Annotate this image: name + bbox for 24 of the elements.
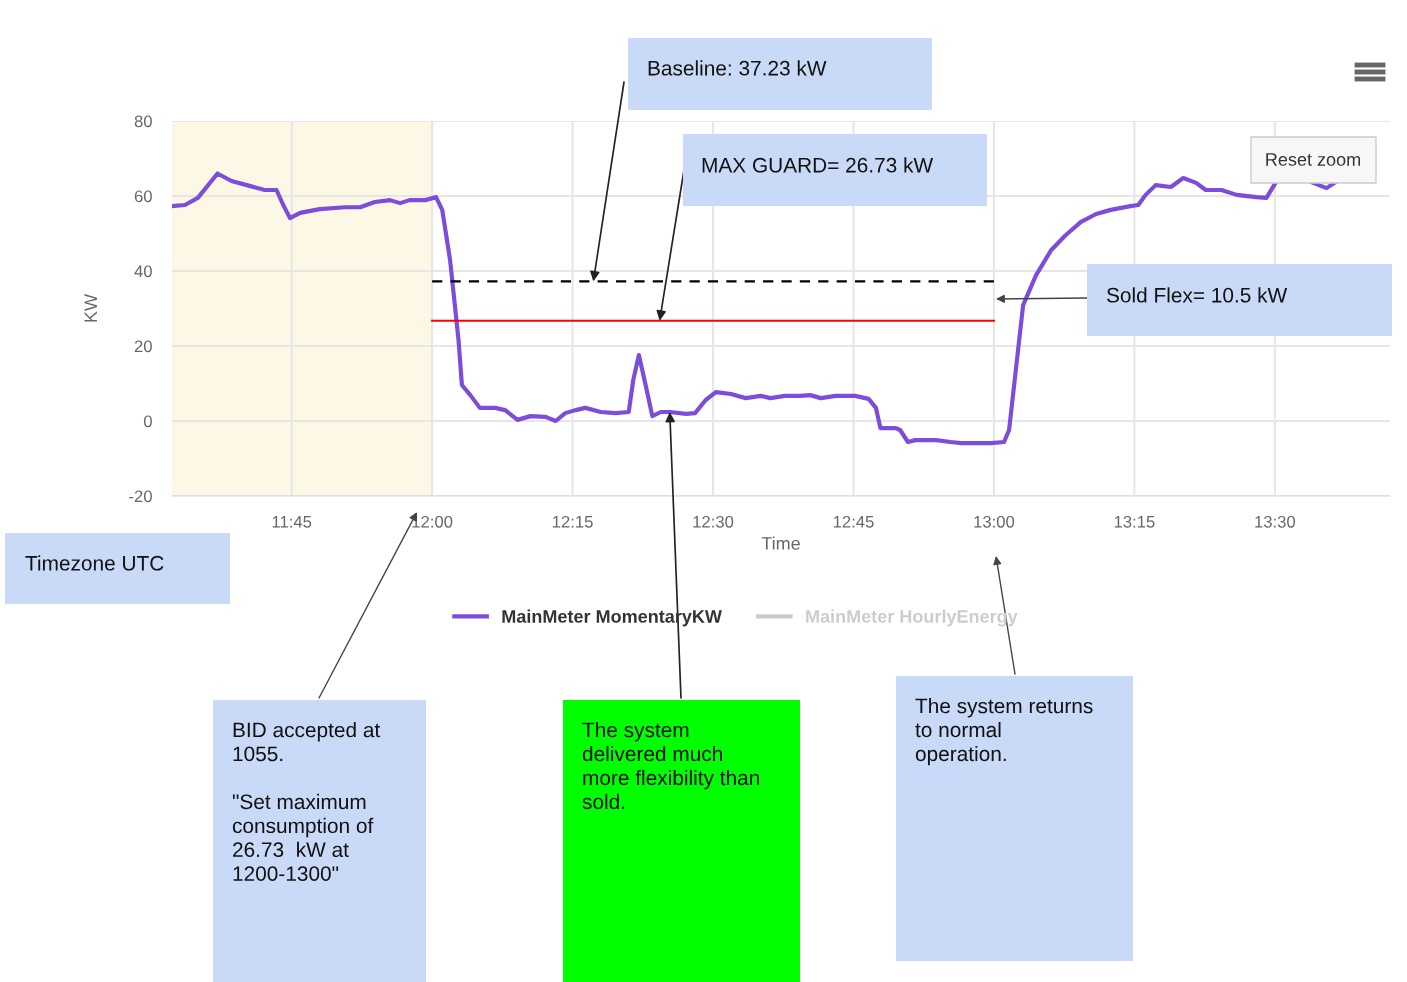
y-tick-label: -20: [129, 490, 152, 503]
text: The system returns to normal operation.: [915, 698, 1093, 766]
annotation: The system delivered much more flexibility than sold.: [582, 722, 759, 810]
y-tick-label: 80: [134, 115, 152, 128]
y-tick-label: 60: [134, 190, 152, 203]
text: Timezone UTC: [25, 555, 164, 571]
x-tick-label: 12:15: [552, 515, 593, 528]
annotation: MAX GUARD= 26.73 kW: [702, 157, 934, 173]
y-axis-title: KW: [84, 294, 97, 322]
x-tick-label: 13:00: [974, 515, 1015, 528]
annotation: Sold Flex= 10.5 kW: [1106, 287, 1288, 303]
x-tick-label: 11:45: [272, 516, 312, 528]
x-tick-label: 12:45: [833, 515, 874, 528]
x-axis-title: Time: [761, 536, 800, 550]
annotation: Baseline: 37.23 kW: [648, 60, 827, 76]
x-tick-label: 12:30: [693, 515, 734, 528]
y-tick-label: 40: [134, 265, 152, 278]
x-tick-label: 13:30: [1255, 515, 1296, 528]
text: BID accepted at 1055. "Set maximum consumption of 26.73 kW at 1200-1300": [232, 722, 381, 881]
y-tick-label: 0: [143, 415, 152, 428]
x-tick-label: 13:15: [1114, 515, 1155, 528]
annotation: Reset zoom: [1266, 153, 1360, 166]
y-tick-label: 20: [134, 340, 152, 353]
x-tick-label: 12:00: [412, 515, 453, 528]
